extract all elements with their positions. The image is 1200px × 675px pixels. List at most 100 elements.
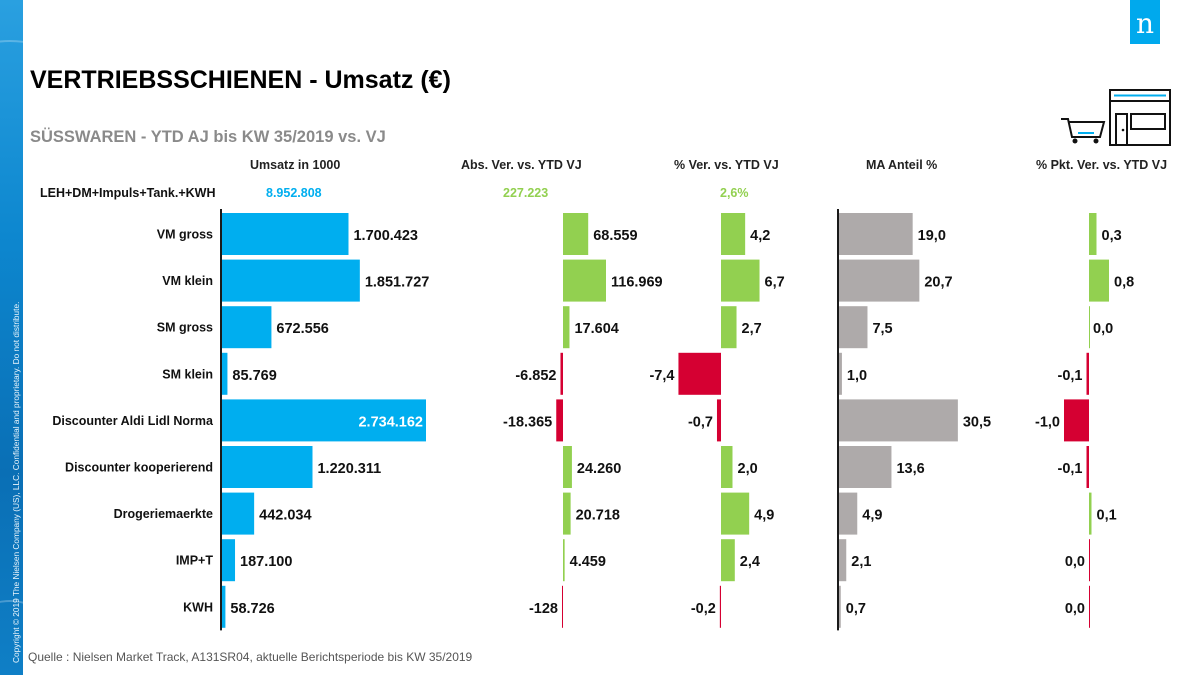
value-label-umsatz: 442.034 — [259, 508, 311, 524]
value-label-abs: -128 — [529, 601, 558, 617]
column-header-umsatz: Umsatz in 1000 — [250, 158, 341, 172]
bar-share — [838, 213, 913, 255]
bar-pkt — [1089, 306, 1090, 349]
value-label-umsatz: 85.769 — [232, 368, 276, 384]
bar-umsatz — [221, 446, 313, 488]
value-label-pkt: 0,8 — [1114, 275, 1134, 291]
category-label: VM gross — [157, 228, 213, 242]
value-label-pct: 4,9 — [754, 508, 774, 524]
bar-abs — [556, 399, 563, 442]
value-label-pkt: 0,0 — [1065, 601, 1085, 617]
nielsen-logo-icon: n — [1130, 0, 1160, 44]
bar-share — [838, 352, 842, 395]
bar-pct — [721, 213, 746, 255]
value-label-share: 30,5 — [963, 414, 991, 430]
bar-share — [838, 306, 868, 349]
bar-pkt — [1089, 213, 1097, 255]
value-label-umsatz: 1.851.727 — [365, 275, 430, 291]
category-label: Drogeriemaerkte — [114, 507, 213, 521]
value-label-pct: 2,0 — [738, 461, 758, 477]
bar-pct — [721, 446, 733, 488]
column-header-share: MA Anteil % — [866, 158, 938, 172]
bar-pkt — [1089, 492, 1092, 535]
value-label-share: 19,0 — [918, 228, 946, 244]
bar-umsatz — [221, 492, 255, 535]
value-label-abs: -18.365 — [503, 414, 552, 430]
value-label-pkt: -0,1 — [1058, 368, 1083, 384]
value-label-share: 0,7 — [846, 601, 866, 617]
page-title: VERTRIEBSSCHIENEN - Umsatz (€) — [30, 66, 451, 94]
value-label-umsatz: 187.100 — [240, 554, 292, 570]
value-label-abs: 17.604 — [574, 321, 618, 337]
value-label-umsatz: 58.726 — [230, 601, 274, 617]
value-label-abs: 116.969 — [611, 275, 663, 291]
bar-umsatz — [221, 306, 272, 349]
value-label-abs: 68.559 — [593, 228, 637, 244]
value-label-share: 20,7 — [924, 275, 952, 291]
value-label-share: 13,6 — [896, 461, 924, 477]
value-label-pkt: 0,1 — [1097, 508, 1117, 524]
bar-pct — [678, 352, 721, 395]
bar-abs — [563, 492, 571, 535]
bar-pkt — [1089, 585, 1090, 628]
bar-abs — [563, 446, 572, 488]
bar-abs — [563, 539, 565, 582]
bar-umsatz — [221, 585, 226, 628]
value-label-pkt: 0,0 — [1065, 554, 1085, 570]
value-label-abs: 20.718 — [576, 508, 620, 524]
value-label-share: 2,1 — [851, 554, 871, 570]
bar-share — [838, 492, 858, 535]
bar-abs — [562, 585, 563, 628]
page-subtitle: SÜSSWAREN - YTD AJ bis KW 35/2019 vs. VJ — [30, 128, 386, 146]
bar-umsatz — [221, 399, 426, 442]
bar-abs — [563, 306, 570, 349]
category-label: Discounter kooperierend — [65, 461, 213, 475]
column-header-pct: % Ver. vs. YTD VJ — [674, 158, 779, 172]
source-note: Quelle : Nielsen Market Track, A131SR04,… — [28, 650, 473, 664]
total-umsatz: 8.952.808 — [266, 186, 322, 200]
value-label-pct: 2,4 — [740, 554, 760, 570]
bar-pct — [721, 539, 735, 582]
value-label-abs: 4.459 — [570, 554, 606, 570]
value-label-pct: -0,2 — [691, 601, 716, 617]
bar-abs — [560, 352, 563, 395]
category-label: KWH — [183, 600, 213, 614]
category-label: SM gross — [157, 321, 213, 335]
column-header-pkt: % Pkt. Ver. vs. YTD VJ — [1036, 158, 1168, 172]
value-label-share: 4,9 — [862, 508, 882, 524]
column-header-abs: Abs. Ver. vs. YTD VJ — [461, 158, 582, 172]
shopping-cart-store-icon — [1061, 89, 1171, 146]
value-label-pct: 2,7 — [742, 321, 762, 337]
bar-share — [838, 259, 920, 302]
value-label-pkt: -1,0 — [1035, 414, 1060, 430]
bar-pct — [721, 259, 760, 302]
bar-abs — [563, 259, 606, 302]
bar-umsatz — [221, 539, 236, 582]
bar-umsatz — [221, 352, 228, 395]
bar-share — [838, 399, 958, 442]
bar-pct — [721, 306, 737, 349]
category-label: Discounter Aldi Lidl Norma — [52, 414, 214, 428]
value-label-pct: -7,4 — [649, 368, 674, 384]
bar-share — [838, 585, 841, 628]
category-label: SM klein — [162, 367, 213, 381]
value-label-umsatz: 1.700.423 — [353, 228, 418, 244]
bar-pkt — [1064, 399, 1089, 442]
value-label-umsatz: 2.734.162 — [358, 414, 423, 430]
value-label-abs: 24.260 — [577, 461, 621, 477]
bar-abs — [563, 213, 589, 255]
value-label-pkt: -0,1 — [1058, 461, 1083, 477]
value-label-pkt: 0,0 — [1093, 321, 1113, 337]
value-label-pct: 6,7 — [765, 275, 785, 291]
value-label-umsatz: 672.556 — [276, 321, 328, 337]
total-pct-change: 2,6% — [720, 186, 749, 200]
bar-umsatz — [221, 259, 360, 302]
bar-umsatz — [221, 213, 349, 255]
value-label-share: 1,0 — [847, 368, 867, 384]
bar-pkt — [1089, 259, 1109, 302]
value-label-abs: -6.852 — [515, 368, 556, 384]
total-abs-change: 227.223 — [503, 186, 549, 200]
value-label-pct: -0,7 — [688, 414, 713, 430]
bar-share — [838, 446, 892, 488]
